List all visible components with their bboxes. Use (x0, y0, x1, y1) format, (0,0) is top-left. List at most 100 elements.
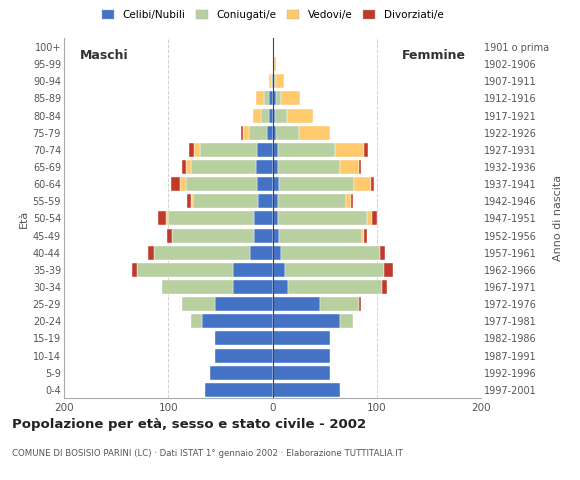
Bar (279, 177, 354, 191)
Bar (249, 246, 273, 260)
Text: Femmine: Femmine (402, 49, 466, 62)
Bar (382, 280, 387, 294)
Bar (354, 177, 371, 191)
Bar (287, 108, 313, 122)
Bar (271, 74, 273, 88)
Bar (279, 228, 362, 242)
Bar (162, 280, 233, 294)
Bar (367, 211, 372, 226)
Bar (380, 246, 385, 260)
Bar (233, 263, 273, 277)
Bar (273, 280, 288, 294)
Bar (273, 297, 320, 311)
Bar (274, 57, 276, 71)
Bar (276, 126, 299, 140)
Bar (359, 297, 361, 311)
Bar (233, 280, 273, 294)
Bar (273, 331, 330, 346)
Bar (278, 194, 346, 208)
Bar (187, 194, 191, 208)
Bar (267, 126, 273, 140)
Bar (257, 143, 273, 157)
Bar (186, 177, 257, 191)
Text: COMUNE DI BOSISIO PARINI (LC) · Dati ISTAT 1° gennaio 2002 · Elaborazione TUTTIT: COMUNE DI BOSISIO PARINI (LC) · Dati IST… (12, 449, 403, 458)
Bar (340, 160, 359, 174)
Bar (281, 91, 300, 106)
Bar (273, 383, 340, 397)
Bar (137, 263, 233, 277)
Bar (362, 228, 364, 242)
Bar (270, 91, 273, 106)
Y-axis label: Anno di nascita: Anno di nascita (553, 175, 563, 262)
Bar (244, 126, 249, 140)
Bar (273, 160, 278, 174)
Bar (256, 160, 273, 174)
Bar (167, 228, 172, 242)
Bar (278, 211, 367, 226)
Bar (273, 177, 279, 191)
Bar (299, 126, 330, 140)
Bar (285, 263, 385, 277)
Bar (205, 383, 273, 397)
Bar (172, 228, 254, 242)
Bar (340, 314, 353, 328)
Bar (191, 194, 193, 208)
Bar (193, 194, 258, 208)
Bar (261, 108, 270, 122)
Bar (258, 194, 273, 208)
Bar (278, 143, 335, 157)
Bar (171, 177, 180, 191)
Bar (215, 297, 273, 311)
Bar (189, 143, 194, 157)
Bar (364, 228, 367, 242)
Bar (273, 57, 274, 71)
Bar (202, 314, 273, 328)
Bar (168, 211, 254, 226)
Bar (249, 126, 267, 140)
Bar (273, 211, 278, 226)
Bar (194, 143, 200, 157)
Y-axis label: Età: Età (19, 209, 28, 228)
Bar (270, 108, 273, 122)
Bar (278, 160, 340, 174)
Bar (273, 74, 274, 88)
Bar (273, 314, 340, 328)
Bar (200, 143, 257, 157)
Bar (148, 246, 154, 260)
Bar (273, 143, 278, 157)
Bar (180, 177, 186, 191)
Bar (191, 160, 256, 174)
Bar (158, 211, 166, 226)
Bar (320, 297, 359, 311)
Bar (371, 177, 374, 191)
Text: Popolazione per età, sesso e stato civile - 2002: Popolazione per età, sesso e stato civil… (12, 418, 366, 431)
Bar (241, 126, 244, 140)
Bar (335, 143, 364, 157)
Text: Maschi: Maschi (79, 49, 128, 62)
Bar (191, 314, 202, 328)
Bar (132, 263, 137, 277)
Bar (273, 263, 285, 277)
Bar (253, 108, 261, 122)
Bar (254, 228, 273, 242)
Bar (256, 91, 264, 106)
Bar (254, 211, 273, 226)
Bar (215, 348, 273, 362)
Bar (264, 91, 270, 106)
Bar (273, 194, 278, 208)
Bar (182, 297, 215, 311)
Bar (274, 74, 276, 88)
Bar (273, 108, 275, 122)
Bar (273, 366, 330, 380)
Legend: Celibi/Nubili, Coniugati/e, Vedovi/e, Divorziati/e: Celibi/Nubili, Coniugati/e, Vedovi/e, Di… (102, 10, 444, 20)
Bar (281, 246, 380, 260)
Bar (372, 211, 377, 226)
Bar (288, 280, 382, 294)
Bar (276, 91, 281, 106)
Bar (154, 246, 249, 260)
Bar (359, 160, 361, 174)
Bar (270, 74, 271, 88)
Bar (166, 211, 168, 226)
Bar (273, 91, 275, 106)
Bar (275, 108, 287, 122)
